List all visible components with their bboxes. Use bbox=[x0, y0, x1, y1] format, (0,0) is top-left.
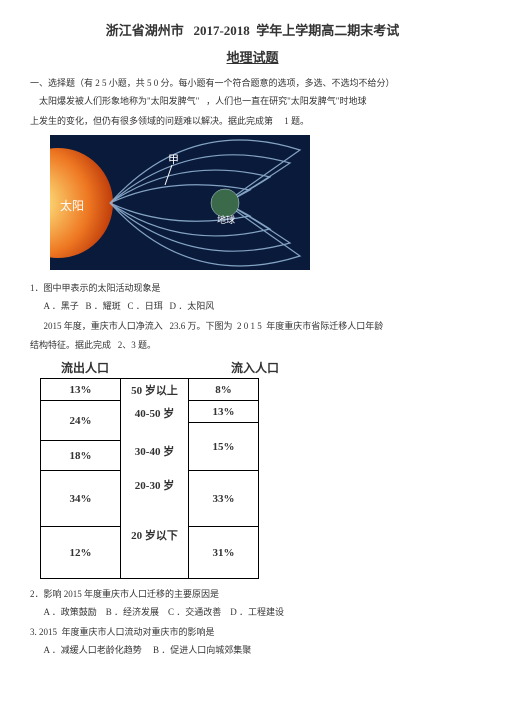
title-suffix: 学年上学期高二期末考试 bbox=[256, 23, 399, 38]
q1-stem: 1．图中甲表示的太阳活动现象是 bbox=[30, 281, 475, 296]
jia-label: 甲 bbox=[168, 154, 179, 166]
q1-opt-a: A ．黑子 bbox=[44, 301, 79, 311]
in-20below: 31% bbox=[189, 527, 259, 579]
in-50plus: 8% bbox=[189, 379, 259, 401]
q3-opt-a: A ．减缓人口老龄化趋势 bbox=[44, 645, 142, 655]
q2-opt-d: D ．工程建设 bbox=[230, 607, 284, 617]
i2-h: 2、3 bbox=[118, 340, 136, 350]
q2-opt-a: A ．政策鼓励 bbox=[44, 607, 97, 617]
age-30-40: 30-40 岁 bbox=[121, 441, 189, 471]
q2-options: A ．政策鼓励 B ．经济发展 C ．交通改善 D ．工程建设 bbox=[30, 605, 475, 620]
i2-e: 2 0 1 5 bbox=[237, 321, 262, 331]
q3-opt-b: B ．促进人口向城郊集聚 bbox=[153, 645, 251, 655]
page-title-line2: 地理试题 bbox=[30, 47, 475, 66]
page-title-line1: 浙江省湖州市 2017-2018 学年上学期高二期末考试 bbox=[30, 20, 475, 39]
intro-paragraph-1b: 上发生的变化，但仍有很多领域的问题难以解决。据此完成第 1 题。 bbox=[30, 114, 475, 129]
q1-opt-b: B ．耀斑 bbox=[86, 301, 121, 311]
q2-stem: 2．影响 2015 年度重庆市人口迁移的主要原因是 bbox=[30, 587, 475, 602]
out-20below: 12% bbox=[41, 527, 121, 579]
q3-stem: 3. 2015 年度重庆市人口流动对重庆市的影响是 bbox=[30, 625, 475, 640]
q2-opt-c: C ．交通改善 bbox=[168, 607, 221, 617]
age-40-50: 40-50 岁 bbox=[121, 401, 189, 441]
sun-label: 太阳 bbox=[60, 198, 84, 213]
i2-g: 结构特征。据此完成 bbox=[30, 340, 111, 350]
intro-paragraph-2: 2015 年度，重庆市人口净流入 23.6 万。下图为 2 0 1 5 年度重庆… bbox=[30, 319, 475, 334]
intro-paragraph-1: 太阳爆发被人们形象地称为"太阳发脾气" ，人们也一直在研究"太阳发脾气"时地球 bbox=[30, 94, 475, 109]
chart-label-in: 流入人口 bbox=[210, 359, 300, 376]
q3-b: 年度重庆市人口流动对重庆市的影响是 bbox=[62, 627, 215, 637]
age-50plus: 50 岁以上 bbox=[121, 379, 189, 401]
i2-b: 年度，重庆市人口净流入 bbox=[64, 321, 163, 331]
migration-table: 13% 50 岁以上 8% 24% 40-50 岁 13% 15% 18% 30… bbox=[40, 378, 259, 579]
age-20below: 20 岁以下 bbox=[121, 527, 189, 579]
out-20-30: 34% bbox=[41, 471, 121, 527]
out-50plus: 13% bbox=[41, 379, 121, 401]
age-20-30: 20-30 岁 bbox=[121, 471, 189, 527]
q1-options: A ．黑子 B ．耀斑 C ．日珥 D ．太阳风 bbox=[30, 299, 475, 314]
intro1-d: 1 bbox=[284, 116, 289, 126]
title-year: 2017-2018 bbox=[193, 23, 249, 38]
migration-chart: 流出人口 流入人口 13% 50 岁以上 8% 24% 40-50 岁 13% … bbox=[40, 359, 475, 579]
section-1-header: 一、选择题（有 2 5 小题，共 5 0 分。每小题有一个符合题意的选项，多选、… bbox=[30, 76, 475, 90]
q2-a: 2．影响 bbox=[30, 589, 62, 599]
i2-d: 万。下图为 bbox=[188, 321, 233, 331]
solar-diagram: 太阳 地球 甲 bbox=[50, 135, 475, 273]
out-30-40: 18% bbox=[41, 441, 121, 471]
in-30-40: 15% bbox=[189, 423, 259, 471]
i2-f: 年度重庆市省际迁移人口年龄 bbox=[266, 321, 383, 331]
i2-c: 23.6 bbox=[170, 321, 186, 331]
intro1-b: ，人们也一直在研究"太阳发脾气"时地球 bbox=[206, 96, 366, 106]
sec1-c: 小题，共 bbox=[109, 78, 145, 88]
sec1-a: 一、选择题（有 bbox=[30, 78, 93, 88]
earth-label: 地球 bbox=[217, 214, 235, 225]
q2-c: 年度重庆市人口迁移的主要原因是 bbox=[84, 589, 219, 599]
i2-i: 题。 bbox=[138, 340, 156, 350]
sec1-d: 5 0 bbox=[147, 78, 158, 88]
intro1-c: 上发生的变化，但仍有很多领域的问题难以解决。据此完成第 bbox=[30, 116, 273, 126]
sec1-e: 分。每小题有一个符合题意的选项，多选、不选均不给分） bbox=[161, 78, 395, 88]
q2-b: 2015 bbox=[64, 589, 82, 599]
title-prefix: 浙江省湖州市 bbox=[106, 23, 184, 38]
i2-a: 2015 bbox=[44, 321, 62, 331]
q2-opt-b: B ．经济发展 bbox=[106, 607, 159, 617]
q1-opt-c: C ．日珥 bbox=[128, 301, 163, 311]
q1-opt-d: D ．太阳风 bbox=[170, 301, 215, 311]
out-40-50: 24% bbox=[41, 401, 121, 441]
chart-label-out: 流出人口 bbox=[40, 359, 130, 376]
q3-options: A ．减缓人口老龄化趋势 B ．促进人口向城郊集聚 bbox=[30, 643, 475, 658]
q3-a: 3. 2015 bbox=[30, 627, 57, 637]
in-20-30: 33% bbox=[189, 471, 259, 527]
intro1-a: 太阳爆发被人们形象地称为"太阳发脾气" bbox=[39, 96, 199, 106]
intro1-e: 题。 bbox=[291, 116, 309, 126]
in-40-50: 13% bbox=[189, 401, 259, 423]
sec1-b: 2 5 bbox=[95, 78, 106, 88]
intro-paragraph-2b: 结构特征。据此完成 2、3 题。 bbox=[30, 338, 475, 353]
